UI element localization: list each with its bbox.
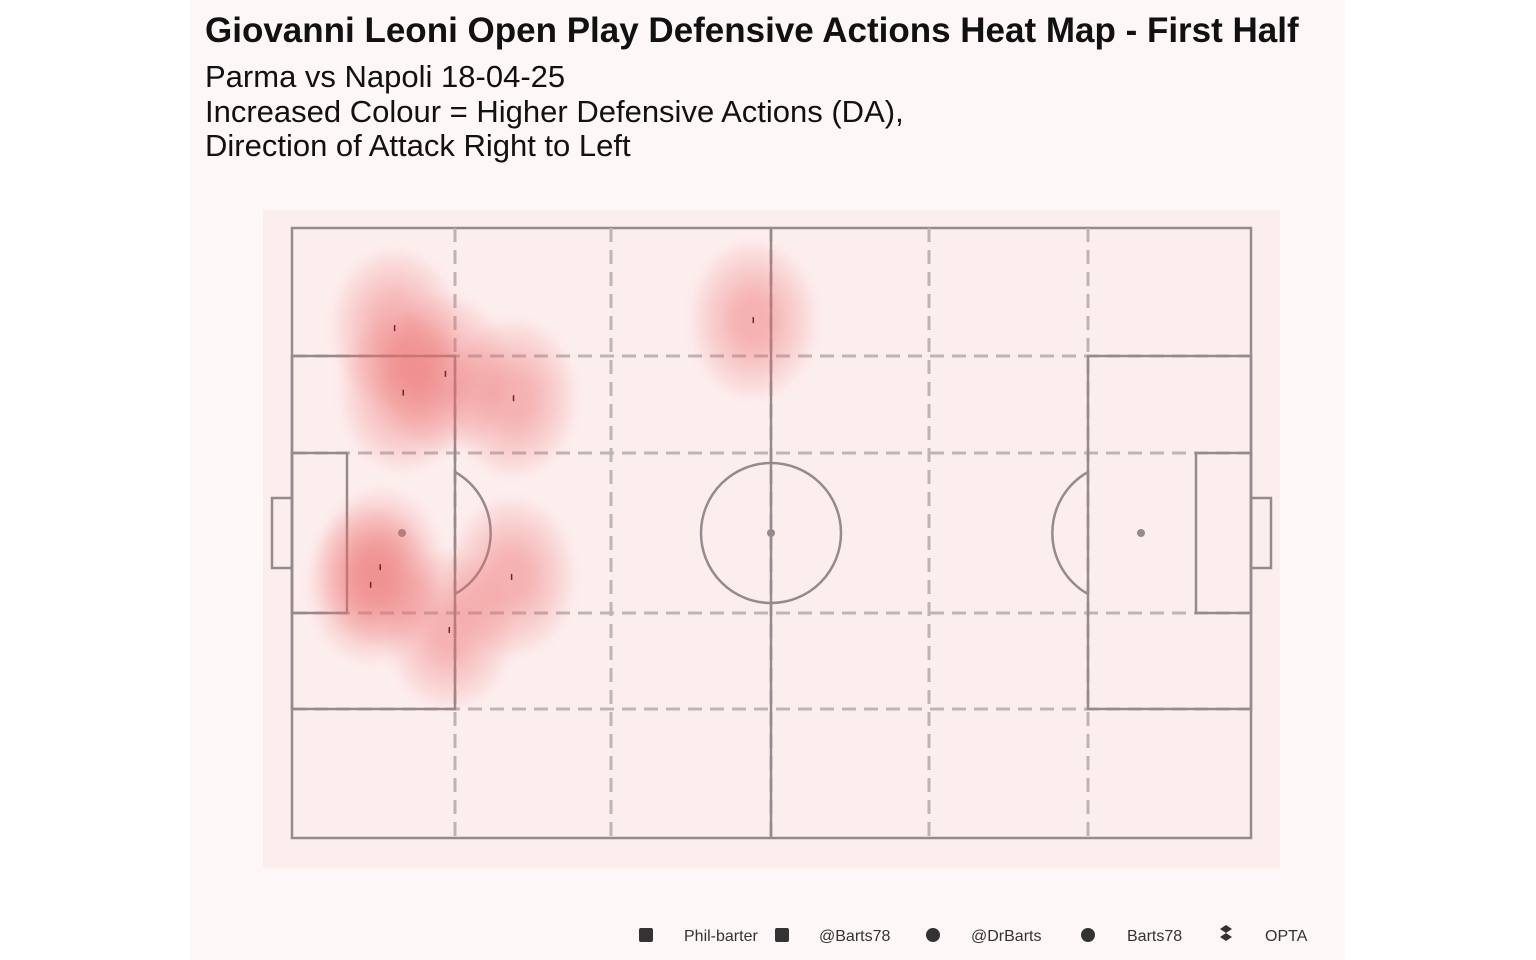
subtitle: Increased Colour = Higher Defensive Acti… (205, 94, 904, 129)
footer: Phil-barter @Barts78 @DrBarts Barts78 OP… (639, 925, 1308, 945)
footer-text: OPTA (1265, 928, 1308, 945)
subtitle: Parma vs Napoli 18-04-25 (205, 59, 565, 94)
points (369, 317, 755, 633)
footer-text: Barts78 (1127, 928, 1182, 945)
footer-text: @DrBarts (971, 928, 1041, 945)
footer-text: @Barts78 (819, 928, 890, 945)
subtitle: Direction of Attack Right to Left (205, 128, 631, 163)
chart-title: Giovanni Leoni Open Play Defensive Actio… (205, 11, 1299, 50)
footer-text: Phil-barter (684, 928, 758, 945)
